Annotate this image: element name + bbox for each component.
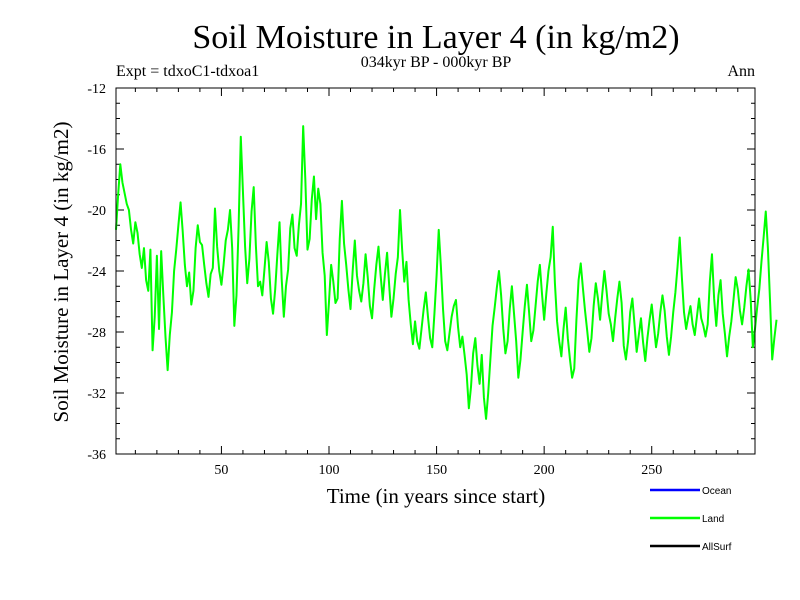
y-tick-label: -12 bbox=[87, 82, 106, 97]
x-tick-label: 100 bbox=[319, 463, 340, 478]
plot-frame bbox=[115, 87, 756, 455]
legend: Ocean Land AllSurf bbox=[650, 486, 732, 553]
y-tick-label: -32 bbox=[87, 387, 106, 402]
x-tick-label: 50 bbox=[214, 463, 228, 478]
chart-title: Soil Moisture in Layer 4 (in kg/m2) bbox=[192, 19, 679, 56]
x-axis-label: Time (in years since start) bbox=[327, 484, 546, 508]
y-tick-label: -20 bbox=[87, 204, 106, 219]
legend-label-allsurf: AllSurf bbox=[702, 542, 732, 553]
axis-tick-labels: -12 -16 -20 -24 -28 -32 -36 50 100 150 200 250 bbox=[87, 82, 662, 478]
x-tick-label: 250 bbox=[641, 463, 662, 478]
series-layer bbox=[115, 125, 778, 420]
x-tick-label: 200 bbox=[534, 463, 555, 478]
series-line-land bbox=[115, 125, 778, 420]
y-axis-label: Soil Moisture in Layer 4 (in kg/m2) bbox=[49, 122, 73, 423]
legend-label-ocean: Ocean bbox=[702, 486, 731, 497]
y-tick-label: -36 bbox=[87, 448, 106, 463]
x-tick-label: 150 bbox=[426, 463, 447, 478]
y-tick-label: -28 bbox=[87, 326, 106, 341]
y-tick-label: -16 bbox=[87, 143, 106, 158]
chart-subtitle: 034kyr BP - 000kyr BP bbox=[361, 54, 512, 71]
legend-label-land: Land bbox=[702, 514, 724, 525]
experiment-label: Expt = tdxoC1-tdxoa1 bbox=[116, 63, 259, 80]
y-tick-label: -24 bbox=[87, 265, 106, 280]
season-label: Ann bbox=[727, 63, 755, 80]
